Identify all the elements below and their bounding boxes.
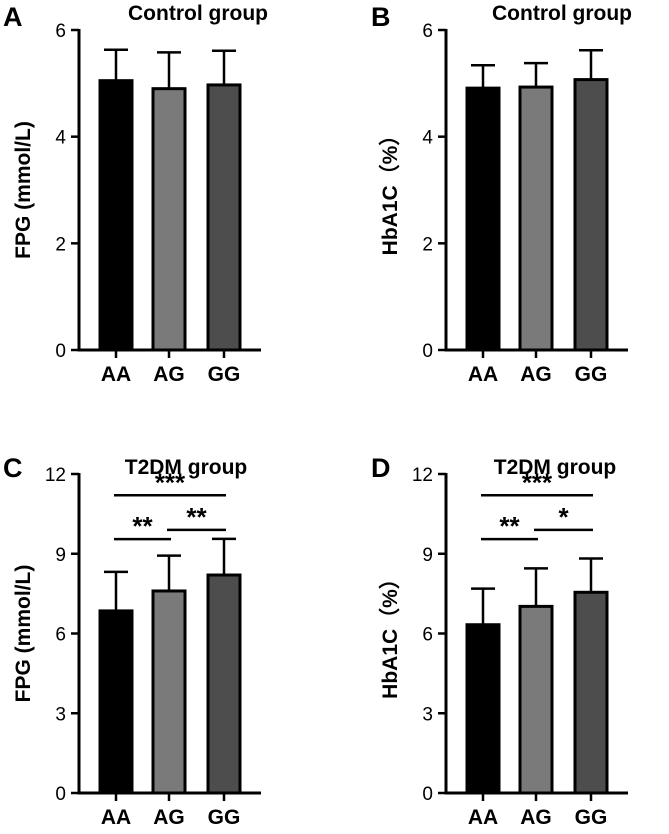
x-tick-label: AA <box>468 806 498 829</box>
chart-title: Control group <box>128 2 268 25</box>
bar-ag <box>151 87 187 352</box>
x-tick-label: AA <box>468 363 498 386</box>
error-bar <box>157 51 181 89</box>
significance-bracket: *** <box>114 467 226 497</box>
y-tick-label: 12 <box>45 465 66 486</box>
y-tick-label: 4 <box>55 128 66 149</box>
panel-letter: D <box>371 453 391 483</box>
y-tick-label: 9 <box>422 545 433 566</box>
error-bar <box>104 48 128 81</box>
x-tick-label: AA <box>101 363 131 386</box>
error-bar <box>471 587 495 625</box>
bar-aa <box>98 79 134 352</box>
error-bar <box>212 49 236 85</box>
y-tick-label: 6 <box>55 21 66 42</box>
y-tick-label: 12 <box>412 465 433 486</box>
x-tick-label: AG <box>153 806 185 829</box>
panel-letter: A <box>3 2 23 32</box>
x-tick-label: GG <box>208 363 241 386</box>
significance-label: ** <box>499 511 520 541</box>
y-tick-label: 3 <box>55 704 66 725</box>
y-tick-label: 6 <box>422 625 433 646</box>
y-tick-label: 0 <box>422 784 433 805</box>
x-tick-label: AG <box>153 363 185 386</box>
error-bar <box>104 570 128 611</box>
x-tick-label: GG <box>208 806 241 829</box>
y-axis-label: HbA1C（%） <box>378 568 402 699</box>
chart-title: T2DM group <box>125 456 247 479</box>
significance-label: * <box>558 502 569 532</box>
bar-ag <box>518 85 554 352</box>
significance-bracket: ** <box>481 511 538 541</box>
error-bar <box>524 567 548 607</box>
x-tick-label: AA <box>101 806 131 829</box>
x-tick-label: AG <box>520 806 552 829</box>
x-tick-label: GG <box>575 806 608 829</box>
significance-label: *** <box>155 467 186 497</box>
significance-bracket: *** <box>481 467 593 497</box>
y-tick-label: 6 <box>55 625 66 646</box>
y-axis-label: FPG (mmol/L) <box>12 565 35 703</box>
panel-letter: B <box>371 2 391 32</box>
significance-label: *** <box>522 467 553 497</box>
error-bar <box>579 49 603 80</box>
y-tick-label: 6 <box>422 21 433 42</box>
bar-gg <box>573 590 609 795</box>
significance-bracket: ** <box>114 511 171 541</box>
bar-aa <box>98 609 134 795</box>
y-tick-label: 4 <box>422 128 433 149</box>
y-axis-label: HbA1C（%） <box>378 125 402 256</box>
significance-bracket: * <box>534 502 593 532</box>
bar-aa <box>465 86 501 352</box>
y-axis-label: FPG (mmol/L) <box>12 121 35 259</box>
x-tick-label: GG <box>575 363 608 386</box>
y-tick-label: 0 <box>422 341 433 362</box>
x-tick-label: AG <box>520 363 552 386</box>
y-tick-label: 0 <box>55 784 66 805</box>
bar-gg <box>573 78 609 352</box>
error-bar <box>579 557 603 593</box>
significance-label: ** <box>132 511 153 541</box>
y-tick-label: 3 <box>422 704 433 725</box>
y-tick-label: 2 <box>55 234 66 255</box>
bar-aa <box>465 623 501 795</box>
significance-label: ** <box>186 502 207 532</box>
error-bar <box>471 63 495 89</box>
bar-gg <box>206 573 242 795</box>
bar-ag <box>518 604 554 795</box>
chart-panel-b: B Control group HbA1C（%） AA AG GG 0 2 4 6 <box>371 2 632 386</box>
panel-letter: C <box>3 453 23 483</box>
chart-panel-a: A Control group FPG (mmol/L) AA AG GG 0 2 4 6 <box>3 2 268 386</box>
y-tick-label: 9 <box>55 545 66 566</box>
error-bar <box>157 554 181 591</box>
chart-title: T2DM group <box>494 456 616 479</box>
significance-bracket: ** <box>167 502 226 532</box>
chart-title: Control group <box>492 2 632 25</box>
y-tick-label: 2 <box>422 234 433 255</box>
y-tick-label: 0 <box>55 341 66 362</box>
bar-ag <box>151 589 187 795</box>
error-bar <box>524 61 548 88</box>
bar-gg <box>206 83 242 352</box>
error-bar <box>212 537 236 576</box>
